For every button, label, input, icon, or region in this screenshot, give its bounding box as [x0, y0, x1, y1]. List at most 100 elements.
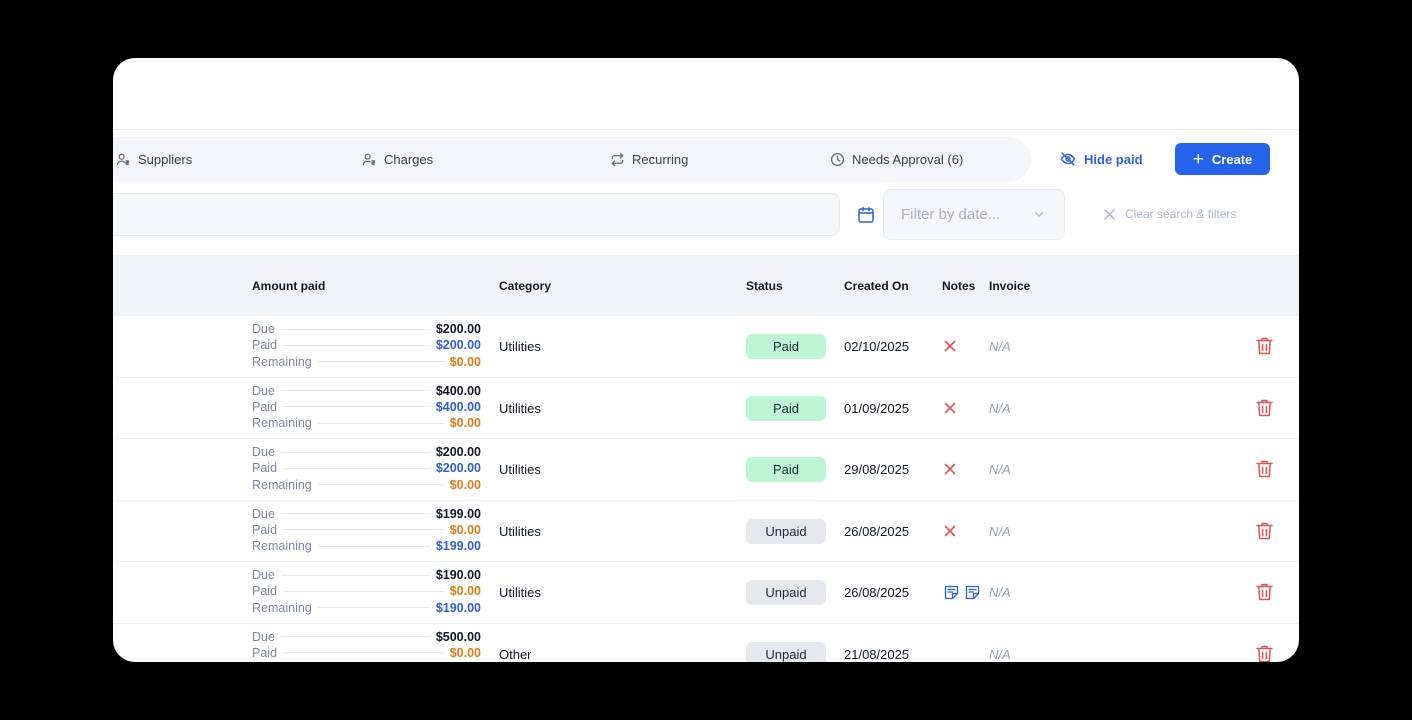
status-badge: Unpaid — [746, 518, 826, 544]
due-label: Due — [252, 383, 275, 398]
dotted-leader — [283, 652, 444, 654]
create-button[interactable]: + Create — [1175, 143, 1270, 175]
create-label: Create — [1211, 151, 1253, 167]
header-notes[interactable]: Notes — [942, 278, 976, 293]
paid-line: Paid $0.00 — [252, 522, 481, 538]
remaining-line: Remaining $0.00 — [252, 415, 481, 431]
trash-icon[interactable] — [1255, 521, 1274, 541]
due-line: Due $200.00 — [252, 321, 481, 337]
created-on-cell: 02/10/2025 — [844, 339, 910, 354]
trash-icon[interactable] — [1255, 336, 1274, 356]
due-amount: $200.00 — [435, 322, 481, 337]
amount-breakdown: Due $400.00 Paid $400.00 Remaining $0.00 — [252, 383, 481, 432]
trash-icon[interactable] — [1255, 644, 1274, 663]
notes-icons — [943, 584, 981, 601]
category-cell: Utilities — [499, 339, 541, 354]
table-row[interactable]: Due $190.00 Paid $0.00 Remaining $190.00… — [113, 562, 1299, 624]
dotted-leader — [283, 590, 444, 592]
paid-label: Paid — [252, 338, 278, 353]
table-row[interactable]: Due $400.00 Paid $400.00 Remaining $0.00… — [113, 378, 1299, 439]
due-label: Due — [252, 506, 275, 521]
header-created-on[interactable]: Created On — [844, 278, 909, 293]
remaining-line: Remaining $0.00 — [252, 354, 481, 370]
note-icon[interactable] — [964, 584, 981, 601]
status-badge: Paid — [746, 334, 826, 359]
remaining-label: Remaining — [252, 354, 312, 369]
tab-needs-approval[interactable]: Needs Approval (6) — [830, 137, 963, 182]
amount-breakdown: Due $200.00 Paid $200.00 Remaining $0.00 — [252, 444, 481, 493]
created-on-cell: 21/08/2025 — [844, 646, 910, 662]
search-input[interactable] — [113, 193, 840, 236]
tab-suppliers[interactable]: Suppliers — [116, 137, 192, 182]
trash-icon[interactable] — [1255, 398, 1274, 418]
paid-label: Paid — [252, 461, 278, 476]
remaining-label: Remaining — [252, 539, 312, 554]
paid-amount: $400.00 — [435, 399, 481, 414]
remaining-amount: $190.00 — [435, 600, 481, 615]
invoice-cell: N/A — [989, 462, 1011, 477]
due-label: Due — [252, 568, 275, 583]
paid-line: Paid $0.00 — [252, 583, 481, 599]
due-line: Due $500.00 — [252, 629, 481, 645]
recurring-icon — [611, 152, 624, 167]
note-icon[interactable] — [943, 584, 960, 601]
trash-icon[interactable] — [1255, 582, 1274, 602]
header-status[interactable]: Status — [746, 278, 783, 293]
no-notes-icon — [944, 402, 956, 413]
close-icon — [1104, 208, 1115, 220]
table-row[interactable]: Due $200.00 Paid $200.00 Remaining $0.00… — [113, 439, 1299, 501]
remaining-label: Remaining — [252, 416, 312, 431]
dotted-leader — [280, 328, 430, 330]
due-label: Due — [252, 445, 275, 460]
invoice-cell: N/A — [989, 339, 1011, 354]
category-cell: Utilities — [499, 585, 541, 600]
tab-charges[interactable]: Charges — [362, 137, 433, 182]
hide-paid-button[interactable]: Hide paid — [1060, 143, 1143, 175]
dotted-leader — [317, 484, 444, 486]
table-row[interactable]: Due $500.00 Paid $0.00 Remaining Other U… — [113, 624, 1299, 663]
tab-recurring-label: Recurring — [632, 152, 689, 167]
dotted-leader — [283, 406, 430, 408]
remaining-line: Remaining $199.00 — [252, 538, 481, 554]
charges-icon — [362, 153, 376, 166]
paid-amount: $0.00 — [449, 584, 481, 599]
table-row[interactable]: Due $200.00 Paid $200.00 Remaining $0.00… — [113, 316, 1299, 378]
dotted-leader — [283, 467, 430, 469]
calendar-icon[interactable] — [856, 205, 876, 225]
remaining-amount: $0.00 — [449, 416, 481, 431]
clear-filters-button[interactable]: Clear search & filters — [1103, 199, 1236, 229]
header-invoice[interactable]: Invoice — [989, 278, 1031, 293]
invoice-cell: N/A — [989, 400, 1011, 416]
dotted-leader — [283, 344, 430, 346]
date-filter-select[interactable]: Filter by date... — [883, 189, 1065, 240]
due-line: Due $200.00 — [252, 444, 481, 460]
dotted-leader — [283, 529, 444, 531]
due-label: Due — [252, 322, 275, 337]
due-amount: $500.00 — [435, 629, 481, 644]
suppliers-icon — [116, 153, 130, 166]
created-on-cell: 29/08/2025 — [844, 462, 910, 477]
trash-icon[interactable] — [1255, 459, 1274, 479]
clear-filters-label: Clear search & filters — [1125, 207, 1237, 221]
tab-recurring[interactable]: Recurring — [610, 137, 688, 182]
paid-line: Paid $200.00 — [252, 460, 481, 476]
due-line: Due $400.00 — [252, 383, 481, 399]
created-on-cell: 26/08/2025 — [844, 585, 910, 600]
plus-icon: + — [1192, 148, 1204, 170]
dotted-leader — [280, 390, 430, 392]
tab-bar: Suppliers Charges Recurring Needs Approv… — [113, 137, 1031, 182]
remaining-amount: $199.00 — [435, 539, 481, 554]
dotted-leader — [317, 361, 444, 363]
dotted-leader — [280, 513, 430, 515]
remaining-line: Remaining $0.00 — [252, 477, 481, 493]
amount-breakdown: Due $199.00 Paid $0.00 Remaining $199.00 — [252, 506, 481, 555]
invoice-cell: N/A — [989, 585, 1011, 600]
header-amount-paid[interactable]: Amount paid — [252, 278, 326, 293]
table-row[interactable]: Due $199.00 Paid $0.00 Remaining $199.00… — [113, 501, 1299, 562]
dotted-leader — [280, 636, 430, 638]
amount-breakdown: Due $200.00 Paid $200.00 Remaining $0.00 — [252, 321, 481, 370]
created-on-cell: 26/08/2025 — [844, 523, 910, 539]
status-badge: Unpaid — [746, 641, 826, 662]
header-category[interactable]: Category — [499, 278, 552, 293]
top-bar — [113, 58, 1299, 130]
